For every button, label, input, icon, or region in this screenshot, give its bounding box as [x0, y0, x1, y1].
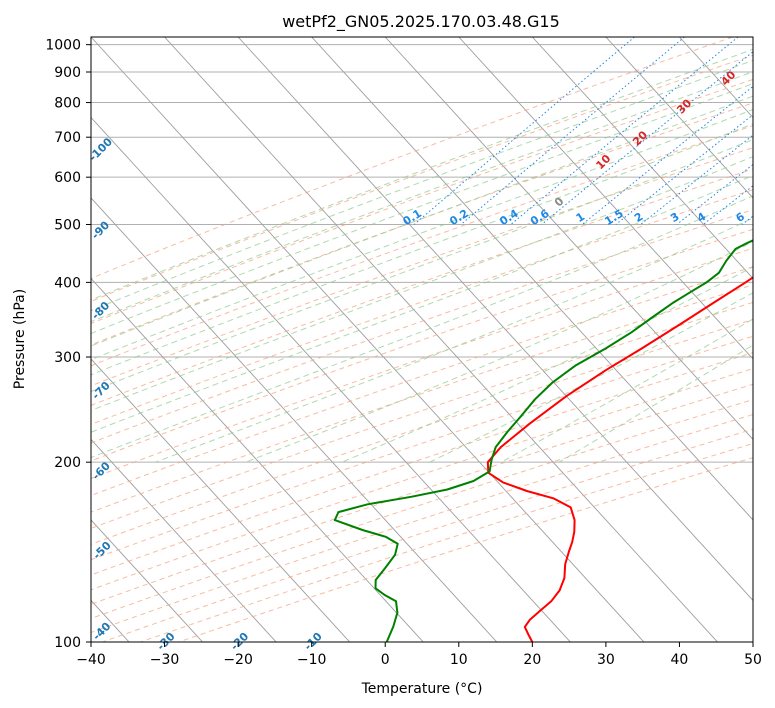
isotherm-line	[752, 37, 753, 38]
y-tick-label: 100	[54, 635, 81, 651]
mixing-ratio-label: 4	[695, 210, 709, 225]
y-tick-label: 700	[54, 130, 81, 146]
x-tick-label: −40	[76, 652, 106, 668]
moist-adiabat-label: 10	[593, 152, 613, 172]
chart-title: wetPf2_GN05.2025.170.03.48.G15	[282, 12, 560, 32]
isotherm-label: -90	[89, 218, 112, 241]
moist-adiabat	[91, 108, 753, 361]
isotherm-line	[458, 37, 753, 360]
label-layer: 0.1 0.2 0.4 0.6 1 1.5 2 3 4 6-100-90-80-70-60-50-…	[86, 68, 747, 653]
mixing-ratio-label: 2	[632, 210, 645, 225]
isotherm-line	[532, 37, 753, 280]
mixing-ratio-line	[413, 37, 635, 225]
dry-adiabat	[178, 457, 753, 642]
moist-adiabat	[91, 139, 753, 393]
moist-adiabat	[91, 95, 753, 347]
moist-adiabat	[91, 83, 753, 335]
y-tick-label: 1000	[45, 38, 81, 54]
dry-adiabat	[91, 168, 753, 406]
isotherm-line	[679, 37, 753, 119]
moist-adiabat	[91, 174, 753, 433]
y-tick-label: 200	[54, 455, 81, 471]
moist-adiabat	[155, 217, 753, 463]
x-tick-label: 20	[523, 652, 541, 668]
isotherm-line	[91, 438, 277, 642]
dry-adiabat	[91, 189, 753, 425]
y-tick-label: 300	[54, 350, 81, 366]
temperature-profile	[486, 276, 753, 642]
x-tick-label: 40	[671, 652, 689, 668]
isotherm-label: -30	[154, 630, 177, 653]
dry-adiabat	[91, 247, 753, 479]
isotherm-line	[311, 37, 753, 521]
dry-adiabat	[91, 147, 753, 387]
mixing-ratio-line	[615, 114, 753, 225]
x-tick-label: −20	[223, 652, 253, 668]
moist-adiabat	[558, 344, 753, 463]
y-tick-label: 500	[54, 217, 81, 233]
x-tick-label: −30	[150, 652, 180, 668]
isotherm-line	[384, 37, 753, 441]
moist-adiabat-label: 20	[630, 128, 650, 148]
moist-adiabat	[429, 292, 753, 463]
dry-adiabat	[91, 266, 753, 497]
mixing-ratio-line	[771, 37, 775, 225]
dry-adiabat	[91, 54, 753, 302]
isotherm-label: -20	[228, 630, 251, 653]
isotherm-line	[237, 37, 753, 602]
isotherm-line	[91, 277, 424, 642]
isotherm-line	[164, 37, 718, 642]
mixing-ratio-line	[460, 37, 685, 225]
y-tick-label: 600	[54, 170, 81, 186]
moist-adiabat	[91, 123, 753, 376]
x-tick-label: 10	[450, 652, 468, 668]
y-tick-label: 900	[54, 65, 81, 81]
dewpoint-profile	[333, 239, 753, 642]
dry-adiabat	[91, 335, 753, 561]
dry-adiabat	[102, 428, 753, 642]
moist-adiabat	[91, 195, 753, 459]
isotherm-label: -80	[89, 299, 112, 322]
plot-frame	[90, 36, 754, 643]
y-axis-title: Pressure (hPa)	[12, 289, 28, 389]
mixing-ratio-line	[703, 185, 753, 225]
isotherm-line	[91, 519, 203, 642]
moist-adiabat	[500, 318, 753, 463]
moist-adiabat	[91, 59, 753, 312]
x-tick-label: 50	[744, 652, 762, 668]
x-tick-label: 0	[381, 652, 390, 668]
mixing-ratio-line	[676, 163, 753, 225]
mixing-ratio-line	[640, 134, 753, 225]
axes-layer: −40 −30 −20 −10 0 10 20 30 40 5010009008007006005…	[45, 38, 762, 668]
mixing-ratio-label: 1.5	[602, 207, 625, 228]
dry-adiabat	[91, 414, 753, 634]
dry-adiabat	[91, 37, 733, 279]
isotherm-label: -10	[302, 630, 325, 653]
x-tick-label: −10	[297, 652, 327, 668]
mixing-ratio-label: 0.2	[447, 207, 470, 228]
plot-area	[91, 37, 775, 642]
isotherm-line	[605, 37, 753, 199]
dry-adiabat	[91, 319, 753, 545]
x-tick-label: 30	[597, 652, 615, 668]
isotherm-line	[91, 197, 498, 642]
moist-adiabat	[91, 71, 753, 323]
isotherm-line	[91, 37, 645, 642]
y-tick-label: 400	[54, 275, 81, 291]
moist-adiabat-label: 0	[552, 194, 567, 209]
isotherm-line	[91, 116, 571, 642]
dry-adiabat	[91, 383, 753, 605]
moist-adiabat	[91, 48, 753, 301]
isotherm-line	[91, 358, 351, 642]
mixing-ratio-line	[741, 215, 753, 225]
moist-adiabat	[91, 156, 753, 412]
x-axis-title: Temperature (°C)	[361, 681, 483, 697]
mixing-ratio-line	[581, 85, 753, 225]
grid-layer	[91, 44, 753, 643]
mixing-ratio-line	[510, 37, 739, 225]
mixing-ratio-line	[541, 51, 753, 225]
y-tick-label: 800	[54, 96, 81, 112]
dry-adiabat	[91, 352, 753, 576]
